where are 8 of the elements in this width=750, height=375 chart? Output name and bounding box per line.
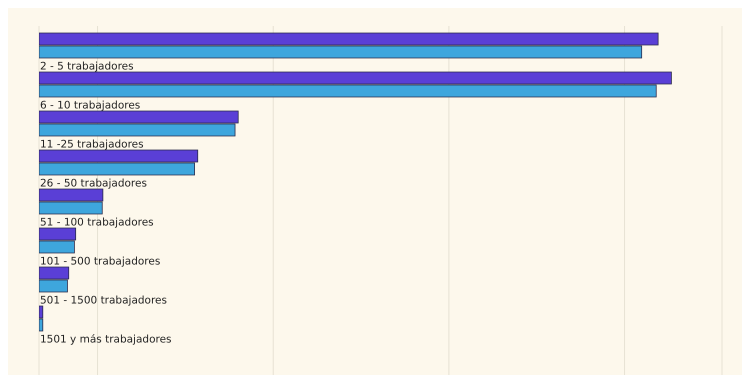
y-tick-label: 6 - 10 trabajadores [40, 100, 140, 112]
y-tick-label: 1501 y más trabajadores [40, 334, 172, 346]
y-tick-label: 501 - 1500 trabajadores [40, 294, 167, 306]
y-tick-label: 2 - 5 trabajadores [40, 60, 134, 72]
y-tick-label: 11 -25 trabajadores [40, 138, 144, 150]
y-tick-label: 51 - 100 trabajadores [40, 216, 154, 228]
y-tick-label: 101 - 500 trabajadores [40, 256, 160, 268]
y-tick-label: 26 - 50 trabajadores [40, 178, 147, 190]
